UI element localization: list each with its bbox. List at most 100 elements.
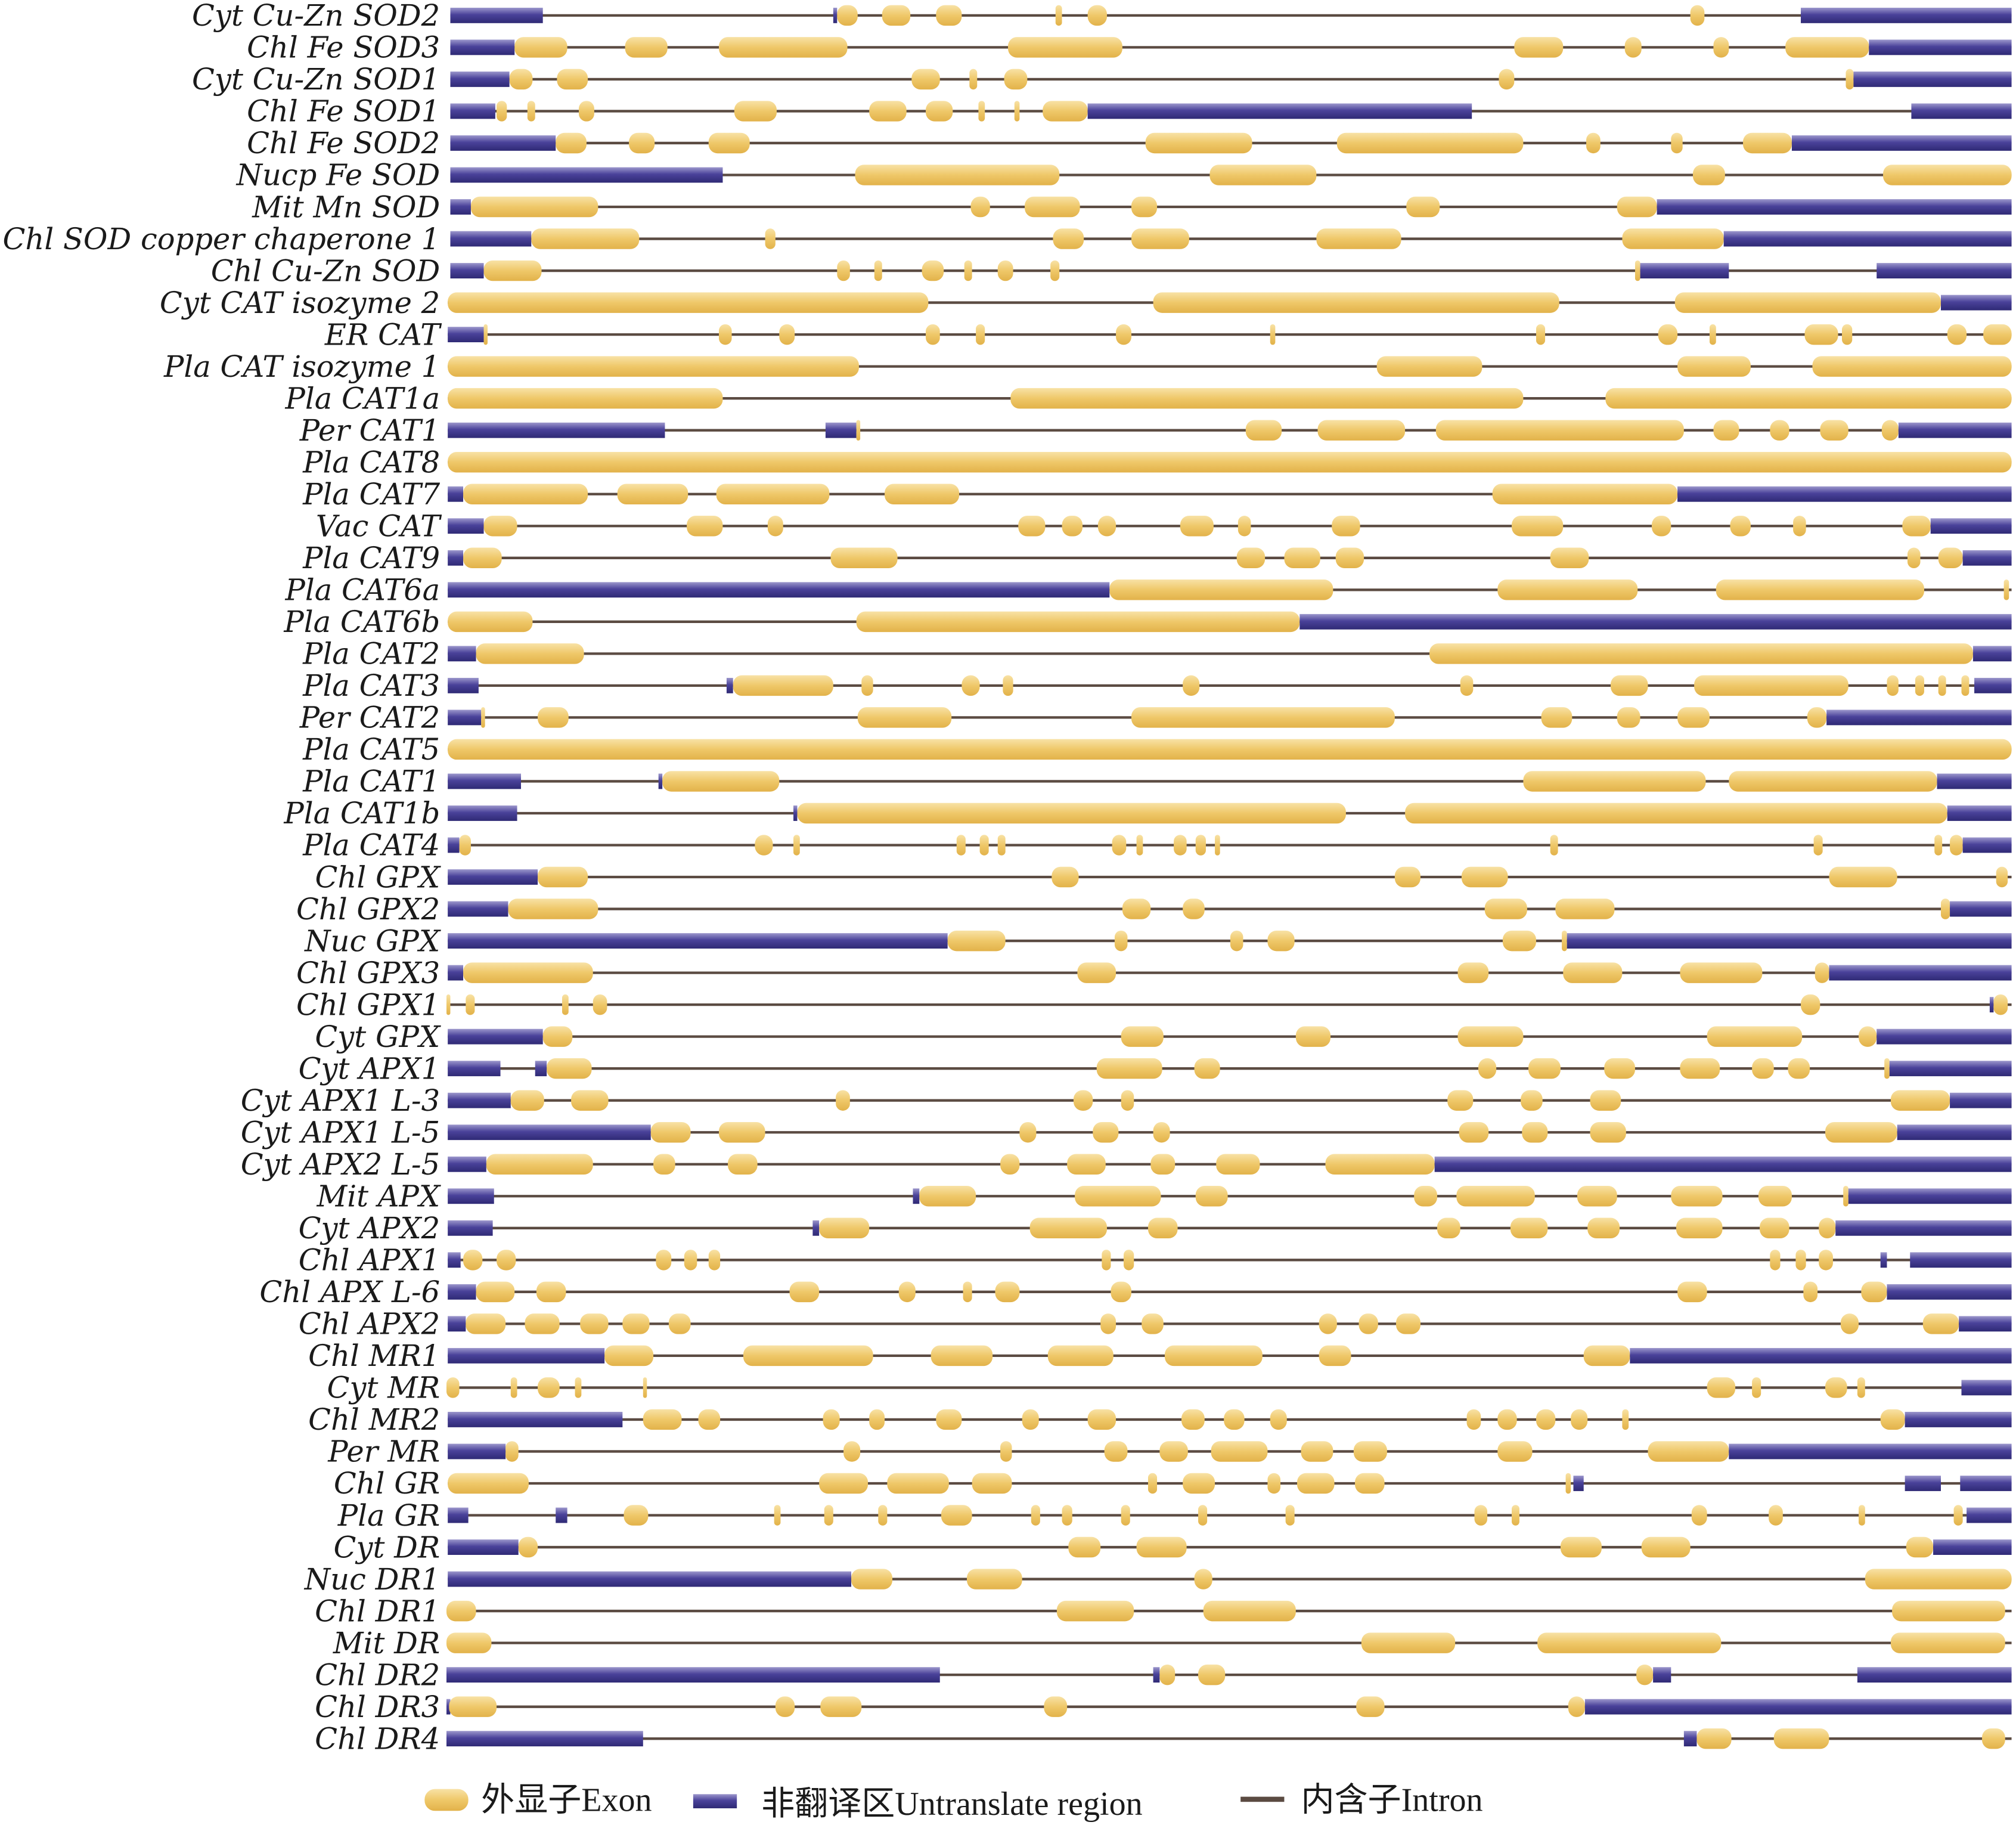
utr-region bbox=[1857, 1667, 2012, 1683]
exon bbox=[962, 675, 980, 696]
exon bbox=[1890, 1632, 2005, 1653]
exon bbox=[1819, 1250, 1833, 1271]
exon bbox=[969, 69, 978, 90]
exon bbox=[1131, 707, 1395, 728]
gene-label: Pla CAT3 bbox=[302, 668, 440, 703]
exon bbox=[1859, 1505, 1865, 1526]
exon bbox=[718, 37, 848, 58]
exon bbox=[874, 260, 882, 281]
exon bbox=[1153, 292, 1559, 313]
exon bbox=[708, 132, 750, 154]
gene-label: Chl GPX1 bbox=[296, 987, 440, 1022]
exon bbox=[997, 835, 1006, 856]
utr-region bbox=[1940, 295, 2012, 311]
exon bbox=[869, 101, 907, 122]
exon bbox=[1459, 1121, 1489, 1143]
exon bbox=[1996, 866, 2008, 888]
exon bbox=[1301, 1441, 1333, 1462]
exon bbox=[629, 132, 655, 154]
utr-region bbox=[1853, 71, 2012, 87]
utr-region bbox=[1972, 646, 2012, 662]
gene-row: Pla CAT3 bbox=[302, 668, 2012, 703]
utr-region bbox=[1653, 1667, 1671, 1683]
exon bbox=[1499, 69, 1515, 90]
utr-region bbox=[1801, 7, 1805, 23]
exon bbox=[1671, 1186, 1723, 1207]
exon bbox=[1466, 1409, 1481, 1430]
utr-region bbox=[1960, 1476, 2012, 1491]
exon bbox=[527, 101, 535, 122]
utr-region bbox=[450, 39, 515, 55]
exon bbox=[1770, 1250, 1781, 1271]
legend-intron-label: 内含子Intron bbox=[1301, 1781, 1482, 1818]
exon bbox=[1457, 1026, 1524, 1047]
exon bbox=[830, 547, 898, 569]
utr-region bbox=[1640, 263, 1729, 278]
gene-row: Pla CAT7 bbox=[302, 477, 2012, 512]
utr-region bbox=[793, 805, 798, 821]
gene-label: Per MR bbox=[327, 1434, 440, 1469]
utr-region bbox=[450, 103, 495, 119]
exon bbox=[1461, 866, 1508, 888]
exon bbox=[1325, 1154, 1435, 1175]
exon bbox=[1915, 675, 1924, 696]
exon bbox=[887, 1473, 949, 1494]
utr-region bbox=[448, 327, 484, 343]
exon bbox=[1713, 37, 1729, 58]
exon bbox=[1353, 1441, 1387, 1462]
gene-row: Pla CAT1b bbox=[283, 796, 2012, 831]
exon bbox=[1270, 1409, 1287, 1430]
gene-label: Pla CAT2 bbox=[302, 637, 440, 671]
exon bbox=[1053, 228, 1084, 249]
exon bbox=[1122, 898, 1151, 919]
exon bbox=[1840, 1313, 1859, 1334]
exon bbox=[643, 1409, 682, 1430]
exon bbox=[531, 228, 640, 249]
exon bbox=[716, 484, 830, 504]
exon bbox=[1950, 835, 1963, 856]
utr-region bbox=[448, 1252, 461, 1268]
exon bbox=[624, 1505, 649, 1526]
utr-region bbox=[448, 901, 508, 917]
exon bbox=[483, 516, 517, 537]
exon bbox=[622, 1313, 650, 1334]
exon bbox=[1062, 516, 1083, 537]
exon bbox=[1773, 1728, 1829, 1749]
gene-row: Pla CAT isozyme 1 bbox=[163, 349, 2012, 384]
utr-region bbox=[448, 1092, 511, 1108]
exon bbox=[978, 101, 985, 122]
exon bbox=[1043, 101, 1088, 122]
gene-row: Cyt APX1 L-5 bbox=[241, 1115, 2012, 1149]
gene-label: Pla CAT6a bbox=[285, 573, 441, 608]
utr-region bbox=[1950, 901, 2012, 917]
exon bbox=[508, 898, 598, 919]
exon bbox=[1056, 1600, 1134, 1622]
exon bbox=[1147, 1473, 1158, 1494]
exon bbox=[1457, 962, 1489, 983]
exon bbox=[1550, 835, 1558, 856]
exon bbox=[684, 1250, 697, 1271]
utr-region bbox=[448, 837, 460, 853]
utr-region bbox=[1967, 1507, 2012, 1523]
legend-utr-swatch bbox=[693, 1794, 737, 1808]
exon bbox=[1183, 675, 1200, 696]
exon bbox=[1604, 1058, 1635, 1079]
gene-row: Chl Fe SOD2 bbox=[247, 126, 2012, 160]
exon bbox=[1159, 1441, 1188, 1462]
exon bbox=[1815, 962, 1829, 983]
utr-region bbox=[1829, 965, 2012, 981]
utr-region bbox=[446, 1667, 940, 1683]
exon bbox=[446, 1632, 492, 1653]
utr-region bbox=[448, 773, 522, 789]
exon bbox=[1788, 1058, 1810, 1079]
utr-region bbox=[1962, 837, 2012, 853]
exon bbox=[1136, 1536, 1187, 1558]
exon bbox=[1394, 866, 1420, 888]
exon bbox=[1194, 1569, 1212, 1589]
exon bbox=[1183, 1473, 1215, 1494]
exon bbox=[1938, 675, 1946, 696]
exon bbox=[1121, 1090, 1134, 1111]
exon bbox=[575, 1377, 582, 1398]
exon bbox=[1961, 675, 1970, 696]
